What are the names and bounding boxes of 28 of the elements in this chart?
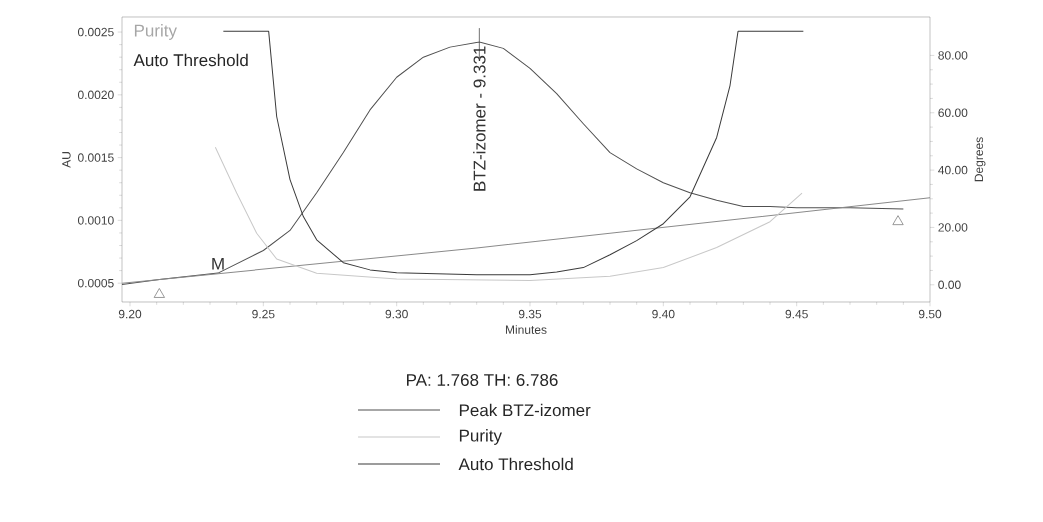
y-axis-title: AU	[62, 152, 71, 168]
x-axis-title: Minutes	[505, 325, 547, 334]
y-tick-label: 0.0005	[77, 278, 114, 288]
y-tick-label: 0.0020	[77, 90, 114, 100]
x-tick-label: 9.35	[518, 309, 542, 319]
x-tick-label: 9.20	[118, 309, 142, 319]
annotation: Purity	[134, 24, 177, 40]
annotation: BTZ-izomer - 9.331	[473, 46, 486, 191]
y-tick-label: 0.0010	[77, 216, 114, 225]
y-tick-label: 0.0025	[77, 27, 114, 37]
annotation: M	[212, 257, 224, 270]
x-tick-label: 9.45	[785, 309, 808, 319]
y2-axis-title: Degrees	[974, 137, 986, 182]
y2-tick-label: 80.00	[938, 51, 968, 60]
x-tick-label: 9.50	[918, 309, 942, 319]
x-tick-label: 9.40	[652, 309, 675, 319]
annotation: Auto Threshold	[133, 53, 248, 67]
x-tick-label: 9.30	[385, 309, 408, 319]
x-tick-label: 9.25	[252, 309, 275, 319]
y2-tick-label: 20.00	[938, 223, 968, 232]
legend-label: Auto Threshold	[458, 457, 573, 471]
legend-label: Purity	[459, 429, 502, 445]
text: PA: 1.768 TH: 6.786	[407, 373, 558, 387]
y2-tick-label: 40.00	[938, 165, 968, 175]
y-tick-label: 0.0015	[77, 153, 114, 162]
y2-tick-label: 0.00	[938, 280, 961, 290]
y2-tick-label: 60.00	[938, 108, 968, 118]
legend-label: Peak BTZ-izomer	[459, 403, 591, 417]
